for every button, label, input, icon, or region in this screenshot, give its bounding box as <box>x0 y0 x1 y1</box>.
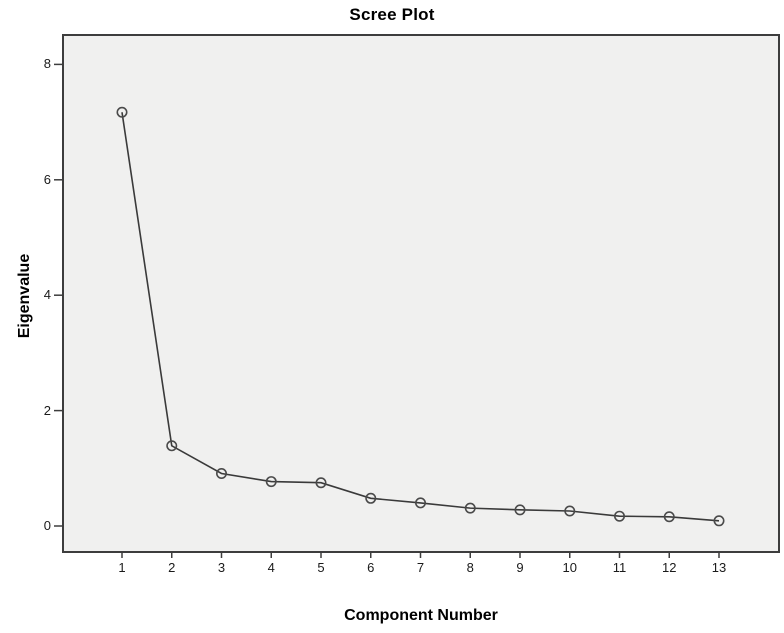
data-point-marker <box>166 440 178 452</box>
x-tick-label: 10 <box>562 560 577 575</box>
data-point-marker <box>713 515 725 527</box>
x-tick-label: 13 <box>711 560 727 575</box>
x-tick-label: 7 <box>416 560 425 575</box>
x-tick-label: 9 <box>516 560 524 575</box>
data-point-marker <box>216 467 228 479</box>
x-tick-label: 11 <box>612 560 627 575</box>
y-tick-label: 6 <box>43 171 51 187</box>
x-tick-label: 3 <box>217 560 226 575</box>
y-tick-label: 4 <box>43 287 51 303</box>
chart-title: Scree Plot <box>349 5 435 24</box>
x-tick-label: 2 <box>168 560 176 575</box>
y-axis-title: Eigenvalue <box>16 253 33 339</box>
eigenvalue-line <box>121 112 720 522</box>
y-tick-label: 0 <box>43 518 51 533</box>
data-point-marker <box>663 511 675 523</box>
x-tick-label: 8 <box>466 560 474 575</box>
data-point-marker <box>116 106 128 118</box>
x-tick-label: 4 <box>267 560 275 575</box>
x-tick-label: 6 <box>367 560 375 575</box>
data-point-marker <box>564 505 576 517</box>
data-point-marker <box>315 477 327 489</box>
x-tick-label: 1 <box>118 560 126 575</box>
data-point-marker <box>265 476 277 488</box>
data-point-marker <box>414 497 426 509</box>
x-tick-label: 5 <box>317 560 325 575</box>
plot-panel <box>62 34 780 553</box>
data-point-marker <box>514 504 526 516</box>
y-tick-label: 2 <box>43 402 51 418</box>
y-tick-label: 8 <box>43 56 51 72</box>
data-point-marker <box>464 502 476 514</box>
data-point-marker <box>613 510 625 522</box>
x-axis-title: Component Number <box>344 607 498 624</box>
data-point-marker <box>365 492 377 504</box>
x-tick-label: 12 <box>662 560 677 575</box>
